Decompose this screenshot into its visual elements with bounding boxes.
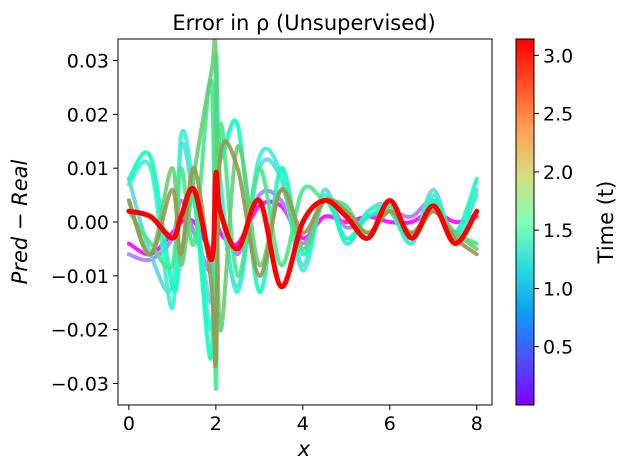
y-tick-label: 0.01 bbox=[67, 158, 109, 180]
colorbar-tick-label: 3.0 bbox=[543, 45, 573, 67]
colorbar-label: Time (t) bbox=[594, 181, 618, 265]
x-tick-label: 8 bbox=[471, 413, 483, 435]
x-tick-label: 4 bbox=[297, 413, 309, 435]
colorbar-ticks: 0.5 1.0 1.5 2.0 2.5 3.0 bbox=[534, 45, 573, 359]
y-tick-label: −0.03 bbox=[51, 373, 109, 395]
colorbar-tick-label: 1.5 bbox=[543, 220, 573, 242]
x-tick-label: 2 bbox=[210, 413, 222, 435]
chart-title: Error in ρ (Unsupervised) bbox=[172, 11, 435, 35]
series-line-8 bbox=[126, 169, 480, 290]
series-line-7 bbox=[126, 139, 479, 368]
y-tick-label: 0.02 bbox=[67, 104, 109, 126]
y-axis: −0.03 −0.02 −0.01 0.00 0.01 0.02 0.03 bbox=[51, 51, 118, 395]
colorbar-tick-label: 2.5 bbox=[543, 104, 573, 126]
series-layer bbox=[126, 39, 480, 391]
x-axis: 0 2 4 6 8 bbox=[123, 405, 483, 435]
x-tick-label: 6 bbox=[384, 413, 396, 435]
y-tick-label: 0.00 bbox=[67, 212, 109, 234]
series-line-6 bbox=[126, 39, 479, 333]
y-tick-label: −0.02 bbox=[51, 320, 109, 342]
x-axis-label: x bbox=[297, 437, 311, 461]
y-tick-label: −0.01 bbox=[51, 266, 109, 288]
x-tick-label: 0 bbox=[123, 413, 135, 435]
y-tick-label: 0.03 bbox=[67, 51, 109, 73]
colorbar-tick-label: 2.0 bbox=[543, 162, 573, 184]
colorbar-tick-label: 1.0 bbox=[543, 278, 573, 300]
colorbar-tick-label: 0.5 bbox=[543, 337, 573, 359]
y-axis-label: Pred − Real bbox=[8, 159, 32, 284]
colorbar bbox=[515, 38, 535, 406]
